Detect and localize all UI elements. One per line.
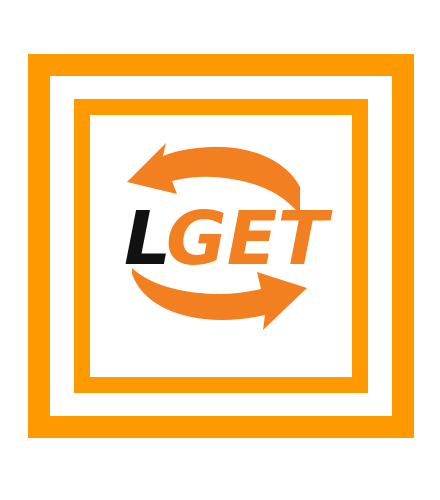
logo-letters-get: GET xyxy=(166,196,333,282)
inner-orange-ring xyxy=(74,99,368,393)
top-arrow xyxy=(127,143,300,215)
logo-letter-l: L xyxy=(124,196,171,282)
circular-arrows-icon xyxy=(127,143,307,330)
lget-wordmark: L GET xyxy=(124,196,333,282)
bottom-arrow xyxy=(132,268,307,330)
